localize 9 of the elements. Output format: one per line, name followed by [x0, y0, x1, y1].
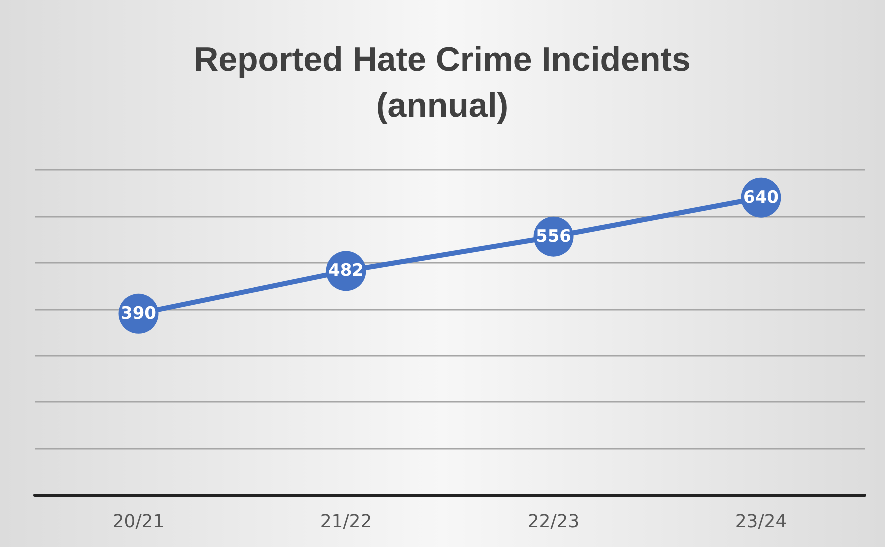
data-label: 556 [536, 226, 572, 247]
x-tick-label: 21/22 [320, 512, 372, 532]
x-tick-label: 23/24 [735, 512, 788, 532]
x-tick-label: 20/21 [112, 512, 165, 532]
data-label: 390 [121, 304, 157, 324]
x-tick-label: 22/23 [528, 512, 580, 532]
chart-title: Reported Hate Crime Incidents (annual) [194, 41, 691, 125]
data-label: 640 [744, 188, 780, 208]
data-label: 482 [328, 261, 364, 282]
